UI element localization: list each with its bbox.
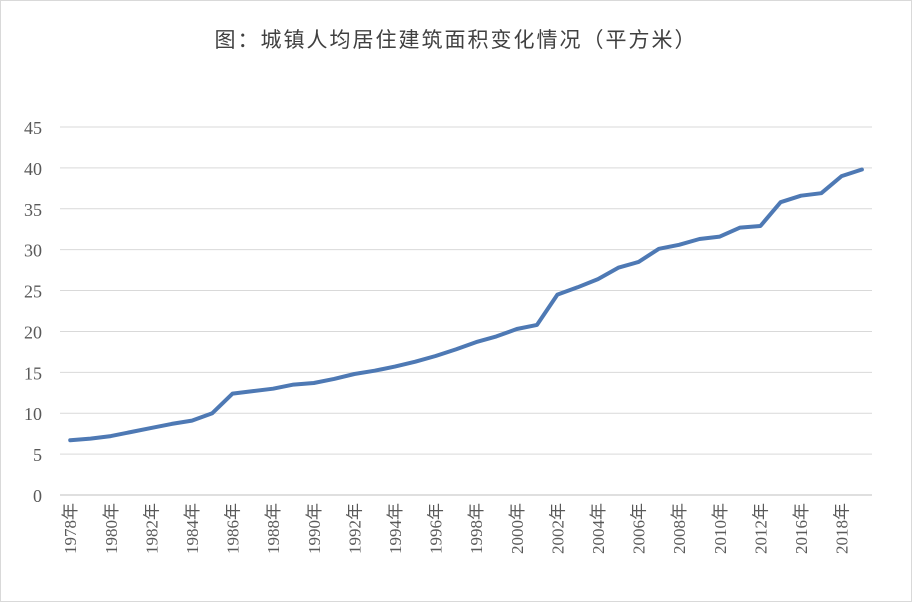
y-tick-label: 5 (33, 445, 42, 465)
y-tick-label: 35 (24, 200, 42, 220)
y-tick-label: 15 (24, 363, 42, 383)
y-tick-label: 25 (24, 282, 42, 302)
y-tick-label: 0 (33, 486, 42, 506)
x-tick-label: 1990年 (305, 503, 324, 554)
y-tick-label: 45 (24, 118, 42, 138)
x-tick-label: 2016年 (792, 503, 811, 554)
x-tick-label: 1982年 (142, 503, 161, 554)
x-tick-label: 2018年 (833, 503, 852, 554)
x-tick-label: 1988年 (264, 503, 283, 554)
x-tick-label: 1978年 (61, 503, 80, 554)
x-tick-label: 1998年 (467, 503, 486, 554)
x-tick-label: 1986年 (224, 503, 243, 554)
series-line (68, 167, 864, 443)
x-tick-label: 1992年 (345, 503, 364, 554)
x-tick-label: 2006年 (630, 503, 649, 554)
x-tick-label: 2000年 (508, 503, 527, 554)
y-tick-label: 40 (24, 159, 42, 179)
y-tick-label: 30 (24, 241, 42, 261)
x-tick-label: 2002年 (548, 503, 567, 554)
x-tick-label: 2012年 (751, 503, 770, 554)
x-tick-label: 1980年 (102, 503, 121, 554)
x-tick-label: 1996年 (427, 503, 446, 554)
x-tick-label: 2004年 (589, 503, 608, 554)
chart-title: 图：城镇人均居住建筑面积变化情况（平方米） (214, 28, 698, 52)
x-tick-label: 1994年 (386, 503, 405, 554)
x-tick-label: 2010年 (711, 503, 730, 554)
y-tick-label: 10 (24, 404, 42, 424)
y-tick-label: 20 (24, 322, 42, 342)
x-tick-label: 2008年 (670, 503, 689, 554)
x-tick-label: 1984年 (183, 503, 202, 554)
